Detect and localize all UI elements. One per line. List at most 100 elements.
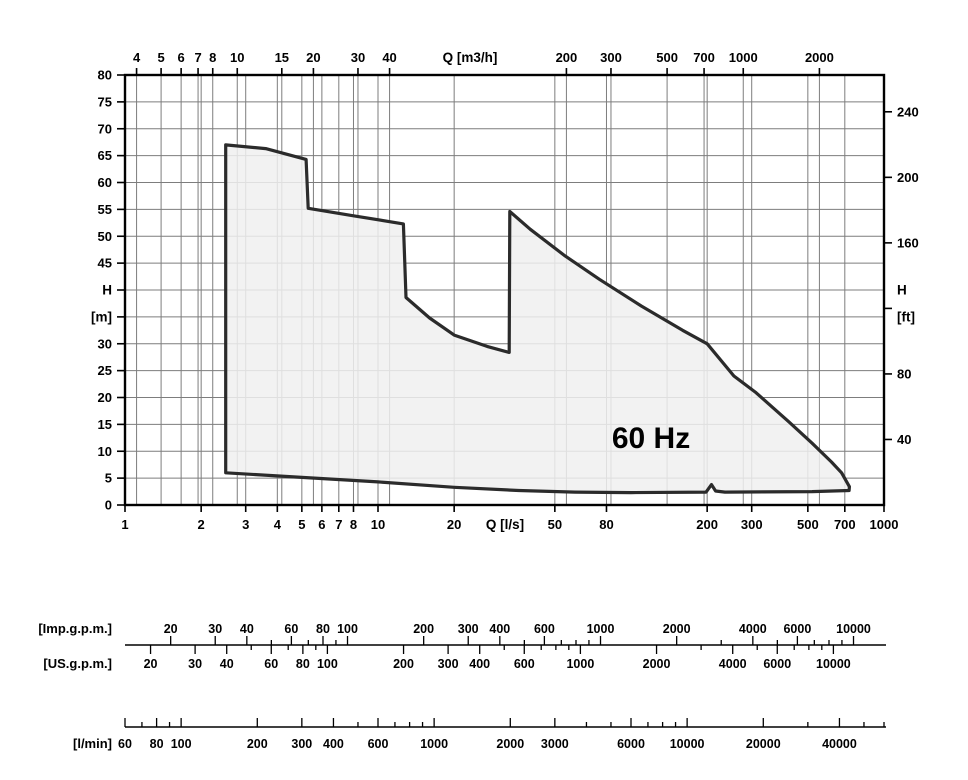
- ruler-tick-label: 400: [489, 622, 510, 636]
- ruler-tick-label: 80: [150, 737, 164, 751]
- ruler-tick-label: 30: [188, 657, 202, 671]
- left-axis-tick-label: 55: [98, 202, 112, 217]
- bottom-axis-tick-label: 7: [335, 517, 342, 532]
- ruler-tick-label: 4000: [739, 622, 767, 636]
- frequency-label: 60 Hz: [612, 422, 690, 455]
- top-axis-unit-label: Q [m3/h]: [443, 50, 498, 65]
- ruler-tick-label: 2000: [643, 657, 671, 671]
- bottom-axis-tick-label: 50: [548, 517, 562, 532]
- bottom-axis-tick-label: 200: [696, 517, 718, 532]
- bottom-axis-tick-label: 6: [318, 517, 325, 532]
- ruler-tick-label: 80: [316, 622, 330, 636]
- top-axis-tick-label: 700: [693, 50, 715, 65]
- top-axis-tick-label: 5: [157, 50, 164, 65]
- left-axis-unit-label: [m]: [91, 309, 112, 324]
- top-axis-tick-label: 6: [178, 50, 185, 65]
- left-axis-tick-label: 25: [98, 363, 112, 378]
- bottom-axis-unit-label: Q [l/s]: [486, 517, 524, 532]
- ruler-tick-label: 1000: [587, 622, 615, 636]
- ruler-tick-label: 30: [208, 622, 222, 636]
- ruler-tick-label: 80: [296, 657, 310, 671]
- top-axis-tick-label: 200: [556, 50, 578, 65]
- top-axis-tick-label: 20: [306, 50, 320, 65]
- pump-envelope: [224, 143, 852, 495]
- bottom-axis-tick-label: 1: [121, 517, 128, 532]
- ruler-tick-label: 2000: [496, 737, 524, 751]
- top-axis-tick-label: 40: [382, 50, 396, 65]
- ruler-l-min: 60 80 100 200 300 400 600 1000 2000 3000 6000 10000…: [73, 718, 886, 751]
- ruler-tick-label: 400: [323, 737, 344, 751]
- left-axis-tick-label: 30: [98, 336, 112, 351]
- left-axis-tick-label: 60: [98, 175, 112, 190]
- left-axis-tick-label: 50: [98, 229, 112, 244]
- ruler-name-label: [Imp.g.p.m.]: [38, 621, 112, 636]
- ruler-tick-label: 40: [220, 657, 234, 671]
- bottom-axis-tick-label: 4: [274, 517, 282, 532]
- ruler-tick-label: 300: [458, 622, 479, 636]
- right-axis-tick-label: 80: [897, 366, 911, 381]
- left-axis-tick-label: 10: [98, 444, 112, 459]
- top-axis-tick-label: 500: [656, 50, 678, 65]
- ruler-tick-label: 6000: [763, 657, 791, 671]
- ruler-tick-label: 200: [413, 622, 434, 636]
- top-axis-tick-label: 4: [133, 50, 141, 65]
- right-axis-unit-label: [ft]: [897, 309, 915, 324]
- ruler-name-label: [US.g.p.m.]: [43, 656, 112, 671]
- bottom-axis-tick-label: 5: [298, 517, 305, 532]
- right-axis-tick-label: 240: [897, 104, 919, 119]
- top-axis-tick-label: 30: [351, 50, 365, 65]
- ruler-tick-label: 60: [264, 657, 278, 671]
- top-axis-tick-label: 7: [194, 50, 201, 65]
- left-axis-tick-label: 15: [98, 417, 112, 432]
- ruler-tick-label: 60: [284, 622, 298, 636]
- ruler-tick-label: 1000: [420, 737, 448, 751]
- ruler-tick-label: 100: [317, 657, 338, 671]
- left-axis-tick-label: 5: [105, 471, 112, 486]
- top-axis-tick-label: 10: [230, 50, 244, 65]
- ruler-tick-label: 40: [240, 622, 254, 636]
- bottom-axis-tick-label: 2: [198, 517, 205, 532]
- top-axis-tick-label: 8: [209, 50, 216, 65]
- bottom-axis-tick-label: 20: [447, 517, 461, 532]
- bottom-axis-tick-label: 10: [371, 517, 385, 532]
- right-axis-tick-label: 40: [897, 432, 911, 447]
- ruler-tick-label: 20: [144, 657, 158, 671]
- ruler-tick-label: 20000: [746, 737, 781, 751]
- ruler-tick-label: 10000: [670, 737, 705, 751]
- ruler-tick-label: 40000: [822, 737, 857, 751]
- ruler-tick-label: 300: [291, 737, 312, 751]
- ruler-tick-label: 3000: [541, 737, 569, 751]
- ruler-tick-label: 400: [469, 657, 490, 671]
- ruler-tick-label: 100: [337, 622, 358, 636]
- right-axis-tick-label: 160: [897, 235, 919, 250]
- frequency-annotation: 60 Hz: [612, 422, 690, 455]
- ruler-tick-label: 4000: [719, 657, 747, 671]
- right-axis-unit-label: H: [897, 283, 907, 298]
- ruler-tick-label: 600: [514, 657, 535, 671]
- ruler-tick-label: 600: [534, 622, 555, 636]
- ruler-tick-label: 100: [171, 737, 192, 751]
- ruler-name-label: [l/min]: [73, 736, 112, 751]
- top-axis-tick-label: 1000: [729, 50, 758, 65]
- ruler-tick-label: 10000: [816, 657, 851, 671]
- left-axis-tick-label: 75: [98, 94, 112, 109]
- bottom-axis-tick-label: 700: [834, 517, 856, 532]
- bottom-axis-tick-label: 3: [242, 517, 249, 532]
- left-axis-tick-label: 0: [105, 498, 112, 513]
- left-axis-tick-label: 70: [98, 121, 112, 136]
- ruler-tick-label: 6000: [617, 737, 645, 751]
- ruler-tick-label: 200: [393, 657, 414, 671]
- ruler-tick-label: 300: [438, 657, 459, 671]
- right-axis-tick-label: 200: [897, 170, 919, 185]
- ruler-tick-label: 1000: [566, 657, 594, 671]
- performance-envelope-area: [224, 143, 852, 495]
- ruler-tick-label: 20: [164, 622, 178, 636]
- top-axis-tick-label: 300: [600, 50, 622, 65]
- bottom-axis-tick-label: 1000: [870, 517, 899, 532]
- top-axis-tick-label: 2000: [805, 50, 834, 65]
- bottom-axis-tick-label: 300: [741, 517, 763, 532]
- left-axis-tick-label: 45: [98, 256, 112, 271]
- left-axis-tick-label: 65: [98, 148, 112, 163]
